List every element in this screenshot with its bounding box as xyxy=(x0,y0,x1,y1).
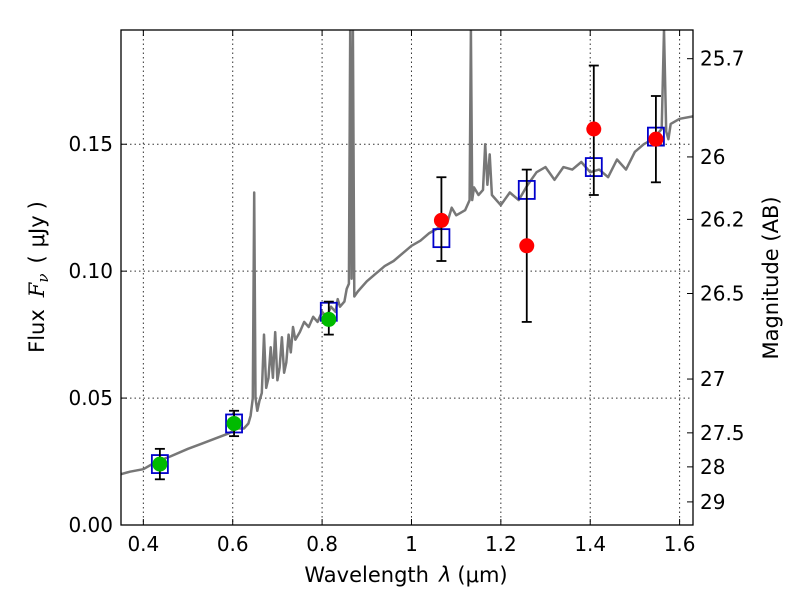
x-tick-label: 1 xyxy=(405,532,418,556)
green-data-point xyxy=(226,415,242,431)
ticks-layer: 0.4 0.6 0.8 1 1.2 1.4 1.6 0.00 0.05 0.10 0.15 25.7 2… xyxy=(68,30,745,556)
y-axis-label-unit: μJy xyxy=(25,215,49,247)
y-tick-label: 0.05 xyxy=(68,386,113,410)
x-axis-label-prefix: Wavelength xyxy=(304,563,429,587)
x-tick-label: 0.4 xyxy=(127,532,159,556)
spectrum-layer xyxy=(121,30,693,476)
y2-tick-label: 25.7 xyxy=(700,47,745,71)
y2-tick-label: 27 xyxy=(700,367,725,391)
x-tick-label: 1.6 xyxy=(664,532,696,556)
y2-tick-label: 26.5 xyxy=(700,281,745,305)
y-axis-label-open: ( xyxy=(25,255,49,263)
x-tick-label: 0.6 xyxy=(217,532,249,556)
y2-tick-label: 29 xyxy=(700,490,725,514)
x-tick-label: 1.4 xyxy=(574,532,606,556)
y2-tick-label: 28 xyxy=(700,455,725,479)
red-data-point xyxy=(433,212,449,228)
green-data-point xyxy=(152,456,168,472)
y2-tick-label: 26.2 xyxy=(700,207,745,231)
y-axis-label-close: ) xyxy=(25,201,49,209)
y-axis-label-prefix: Flux xyxy=(25,309,49,353)
y-tick-label: 0.10 xyxy=(68,259,113,283)
y-axis-label-var: F xyxy=(25,281,49,298)
x-axis-label-unit: (μm) xyxy=(457,563,507,587)
red-data-point xyxy=(586,121,602,137)
y-axis-label-sub: ν xyxy=(34,274,52,283)
y2-tick-label: 27.5 xyxy=(700,421,745,445)
spectrum-line xyxy=(121,30,693,476)
x-tick-label: 1.2 xyxy=(485,532,517,556)
points-layer xyxy=(150,64,665,481)
y2-axis-label: Magnitude (AB) xyxy=(759,196,783,359)
x-axis-label: Wavelength λ (μm) xyxy=(304,563,507,587)
green-data-point xyxy=(321,311,337,327)
red-data-point xyxy=(519,238,535,254)
x-tick-label: 0.8 xyxy=(306,532,338,556)
x-axis-label-var: λ xyxy=(438,563,451,587)
red-data-point xyxy=(648,131,664,147)
plot-frame xyxy=(120,29,694,526)
y2-tick-label: 26 xyxy=(700,145,725,169)
y-axis-label: Flux Fν ( μJy) xyxy=(25,201,52,353)
y-tick-label: 0.15 xyxy=(68,132,113,156)
y-tick-label: 0.00 xyxy=(68,513,113,537)
